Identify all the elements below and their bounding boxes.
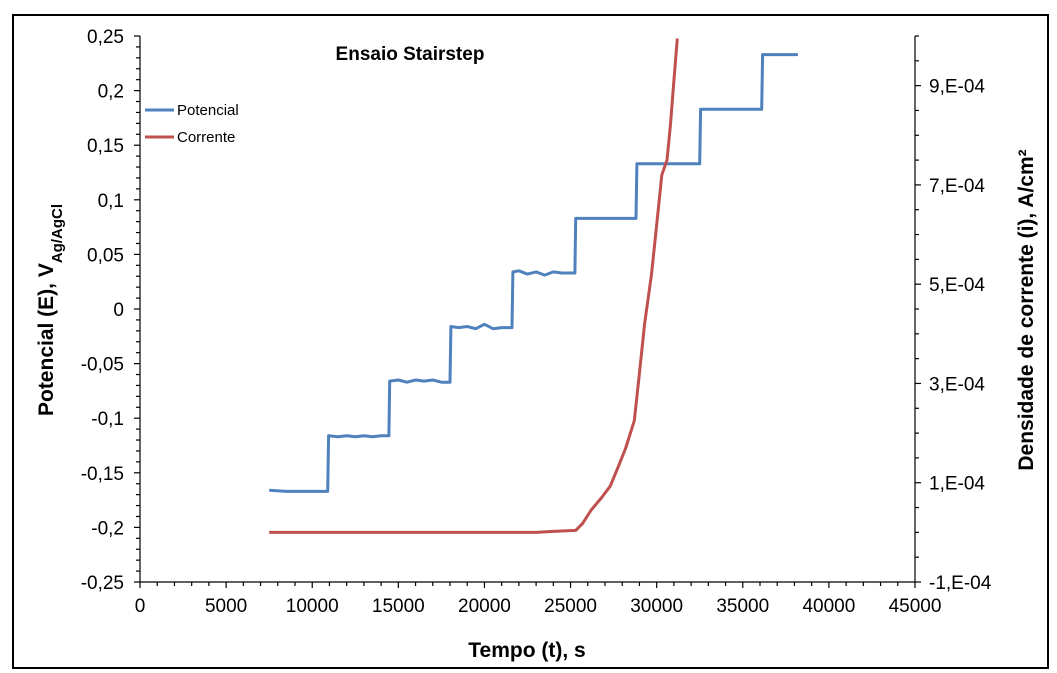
y2-tick-label: 3,E-04: [929, 374, 985, 395]
y2-tick-label: 1,E-04: [929, 474, 985, 495]
y2-tick-label: 5,E-04: [929, 275, 985, 296]
x-axis-title: Tempo (t), s: [468, 639, 585, 662]
y-tick-label: 0,25: [87, 27, 124, 48]
x-tick-label: 5000: [205, 596, 247, 617]
series-lines: [269, 38, 798, 534]
chart-frame: [12, 14, 1049, 669]
legend: Potencial Corrente: [145, 102, 239, 146]
series-line-corrente: [269, 38, 679, 534]
y-tick-label: 0,15: [87, 136, 124, 157]
x-tick-label: 25000: [544, 596, 597, 617]
y-axis-title-main: Potencial (E), V: [35, 263, 58, 416]
y-tick-label: -0,15: [81, 464, 124, 485]
x-tick-label: 35000: [716, 596, 769, 617]
x-tick-label: 0: [135, 596, 146, 617]
y-axis-title-subscript: Ag/AgCl: [49, 204, 66, 263]
y-tick-label: -0,05: [81, 355, 124, 376]
x-tick-label: 30000: [630, 596, 683, 617]
y-axis-title: Potencial (E), VAg/AgCl: [35, 204, 66, 416]
y2-tick-label: 9,E-04: [929, 77, 985, 98]
series-line-potencial: [269, 53, 798, 493]
legend-label-potencial: Potencial: [177, 102, 239, 119]
tick-labels: 0 5000 10000 15000 20000 25000 30000 35000 40000…: [81, 27, 992, 617]
x-tick-label: 45000: [889, 596, 942, 617]
y2-tick-label: -1,E-04: [929, 573, 992, 594]
y-tick-label: 0,05: [87, 245, 124, 266]
y-tick-label: -0,1: [91, 409, 124, 430]
y-tick-label: 0,2: [98, 82, 124, 103]
x-tick-label: 40000: [802, 596, 855, 617]
axes: [134, 35, 921, 588]
y2-axis-title: Densidade de corrente (i), A/cm²: [1015, 149, 1038, 470]
x-tick-label: 20000: [458, 596, 511, 617]
y-tick-label: -0,25: [81, 573, 124, 594]
x-tick-label: 10000: [286, 596, 339, 617]
y-tick-label: 0,1: [98, 191, 124, 212]
y-tick-label: -0,2: [91, 518, 124, 539]
y-tick-label: 0: [113, 300, 124, 321]
chart-title: Ensaio Stairstep: [336, 44, 485, 65]
y2-tick-label: 7,E-04: [929, 176, 985, 197]
legend-label-corrente: Corrente: [177, 129, 235, 146]
x-tick-label: 15000: [372, 596, 425, 617]
